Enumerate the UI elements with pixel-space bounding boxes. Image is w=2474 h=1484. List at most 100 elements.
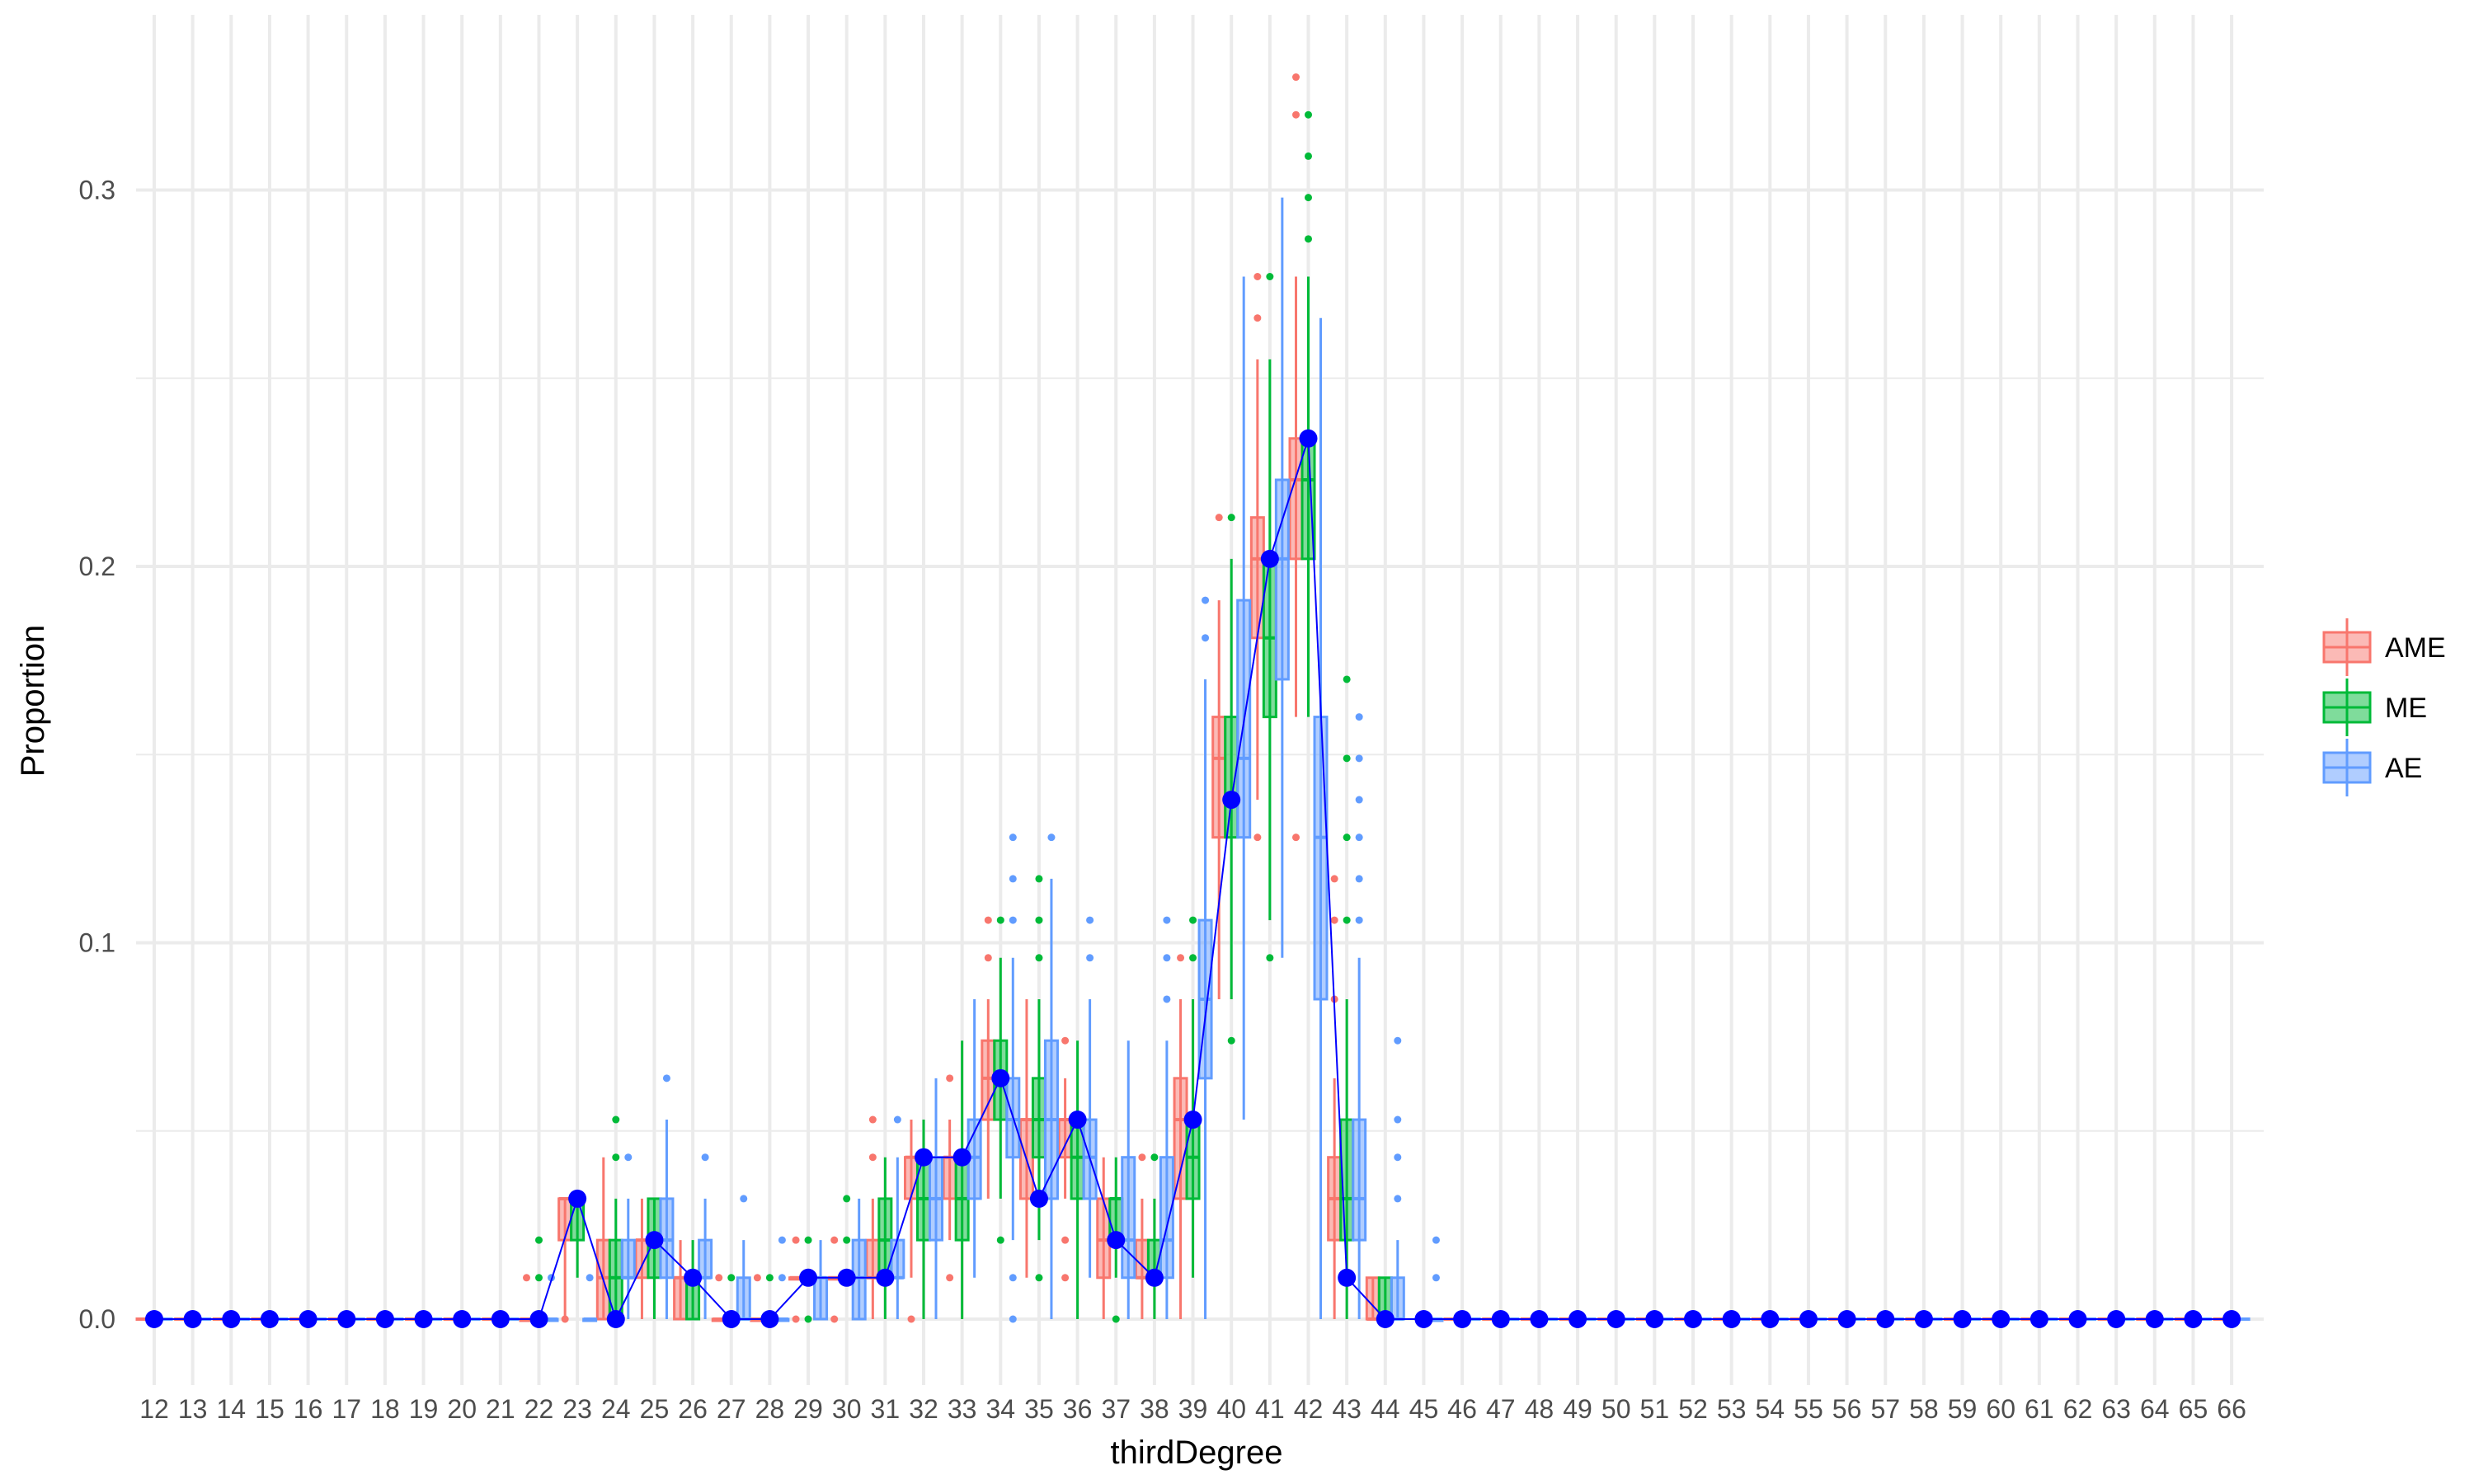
legend-label-me: ME — [2385, 693, 2427, 724]
y-tick-label: 0.0 — [79, 1304, 115, 1334]
outlier-point-me — [843, 1236, 851, 1244]
x-tick-label: 61 — [2025, 1394, 2054, 1424]
outlier-point-me — [1305, 194, 1312, 202]
x-tick-label: 39 — [1178, 1394, 1208, 1424]
mean-point — [952, 1148, 971, 1167]
mean-point — [1299, 429, 1318, 448]
x-axis-title: thirdDegree — [1110, 1435, 1282, 1471]
x-tick-label: 31 — [871, 1394, 901, 1424]
mean-point — [375, 1310, 394, 1328]
mean-point — [1491, 1310, 1510, 1328]
mean-point — [1414, 1310, 1433, 1328]
x-tick-label: 16 — [294, 1394, 323, 1424]
mean-point — [491, 1310, 510, 1328]
mean-point — [299, 1310, 317, 1328]
y-tick-labels: 0.0 0.1 0.2 0.3 — [79, 176, 115, 1335]
x-tick-label: 13 — [178, 1394, 208, 1424]
x-tick-label: 43 — [1332, 1394, 1362, 1424]
outlier-point-ame — [830, 1236, 839, 1244]
outlier-point-ae — [624, 1153, 633, 1162]
mean-point — [1569, 1310, 1587, 1328]
x-tick-label: 50 — [1602, 1394, 1631, 1424]
box-ae — [1121, 1156, 1136, 1280]
outlier-point-ae — [1394, 1036, 1402, 1045]
mean-point — [1029, 1189, 1048, 1208]
mean-point — [991, 1068, 1010, 1087]
box-ame — [1211, 716, 1227, 839]
outlier-point-ae — [1163, 954, 1171, 962]
box-ae — [1159, 1156, 1174, 1280]
x-tick-label: 42 — [1294, 1394, 1324, 1424]
x-tick-labels: 12 13 14 15 16 17 18 19 20 21 22 23 24 25 26 27 28 29 30 31… — [139, 1394, 2246, 1424]
y-tick-label: 0.3 — [79, 176, 115, 205]
mean-point — [1606, 1310, 1625, 1328]
x-tick-label: 55 — [1794, 1394, 1823, 1424]
box-ame — [634, 1238, 650, 1280]
x-tick-label: 44 — [1371, 1394, 1400, 1424]
outlier-point-ame — [1061, 1036, 1070, 1045]
x-tick-label: 64 — [2140, 1394, 2170, 1424]
x-tick-label: 65 — [2179, 1394, 2208, 1424]
x-tick-label: 53 — [1717, 1394, 1747, 1424]
outlier-point-me — [1305, 152, 1312, 160]
legend-label-ame: AME — [2385, 632, 2446, 664]
outlier-point-ame — [715, 1274, 723, 1282]
box-ame — [1365, 1276, 1380, 1321]
box-ame — [1057, 1118, 1073, 1159]
outlier-point-me — [996, 916, 1004, 924]
outlier-point-me — [1189, 954, 1197, 962]
outlier-point-me — [612, 1115, 620, 1124]
outlier-point-me — [1112, 1315, 1120, 1323]
outlier-point-ame — [868, 1153, 877, 1162]
outlier-point-me — [535, 1236, 543, 1244]
outlier-point-me — [843, 1195, 851, 1203]
x-tick-label: 29 — [793, 1394, 823, 1424]
mean-point — [222, 1310, 241, 1328]
x-tick-label: 46 — [1447, 1394, 1477, 1424]
mean-point — [1107, 1231, 1126, 1250]
x-tick-label: 52 — [1678, 1394, 1708, 1424]
y-axis-title: Proportion — [15, 625, 51, 777]
outlier-point-me — [727, 1274, 736, 1282]
outlier-point-me — [1305, 235, 1312, 243]
outlier-point-ame — [984, 954, 992, 962]
legend-label-ae: AE — [2385, 753, 2422, 784]
outlier-point-ame — [830, 1315, 839, 1323]
y-tick-label: 0.2 — [79, 552, 115, 581]
x-tick-label: 59 — [1948, 1394, 1978, 1424]
outlier-point-me — [1266, 272, 1274, 280]
outlier-point-me — [1035, 954, 1043, 962]
mean-point — [645, 1231, 664, 1250]
box-ae — [1352, 1118, 1367, 1242]
mean-point — [529, 1310, 548, 1328]
legend: AME ME AE — [2322, 618, 2446, 796]
box-ame — [557, 1197, 573, 1242]
outlier-point-me — [1343, 675, 1351, 683]
mean-point — [760, 1310, 779, 1328]
x-tick-label: 17 — [332, 1394, 361, 1424]
mean-point — [260, 1310, 279, 1328]
outlier-point-ae — [1009, 916, 1017, 924]
x-tick-label: 18 — [370, 1394, 400, 1424]
legend-key-ame — [2322, 618, 2372, 676]
outlier-point-ame — [1292, 834, 1300, 842]
outlier-point-ae — [740, 1195, 748, 1203]
outlier-point-ae — [1432, 1236, 1440, 1244]
outlier-point-me — [1035, 875, 1043, 883]
x-tick-label: 58 — [1909, 1394, 1939, 1424]
outlier-point-ame — [1061, 1274, 1070, 1282]
box-ame — [1249, 516, 1265, 640]
outlier-point-ame — [1215, 514, 1223, 522]
x-tick-label: 36 — [1063, 1394, 1093, 1424]
outlier-point-me — [1227, 1036, 1235, 1045]
outlier-point-ae — [778, 1274, 786, 1282]
mean-line-layer — [145, 429, 2241, 1328]
mean-point — [722, 1310, 741, 1328]
outlier-point-ame — [868, 1115, 877, 1124]
mean-point — [453, 1310, 472, 1328]
outlier-point-me — [1343, 754, 1351, 763]
x-tick-label: 15 — [255, 1394, 285, 1424]
x-tick-label: 41 — [1255, 1394, 1285, 1424]
outlier-point-ame — [1253, 834, 1262, 842]
x-tick-label: 25 — [640, 1394, 670, 1424]
